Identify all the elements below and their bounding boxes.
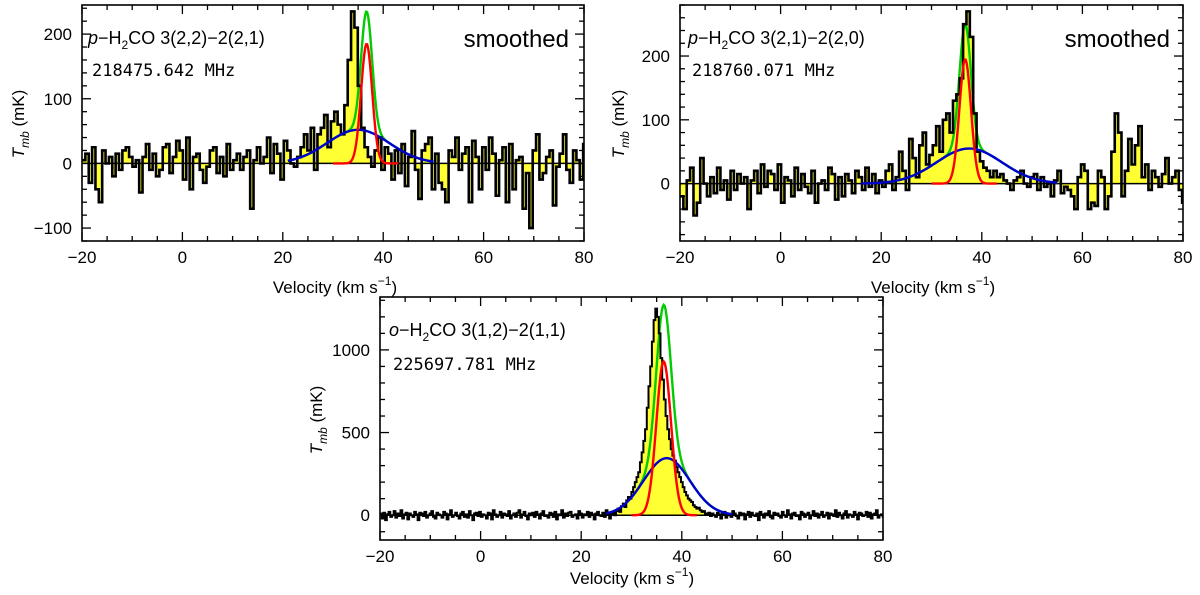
panel-3-y-tick-label: 0 [361, 506, 370, 525]
panel-3-x-tick-label: 0 [476, 547, 485, 566]
panel-3-data-area [380, 302, 883, 522]
panel-3-species-main: −H [399, 320, 423, 340]
panel-3-species-prefix: o [389, 320, 399, 340]
panel-1-species-rest: CO 3(2,2)−2(2,1) [128, 28, 265, 48]
panel-1-x-tick-label: 40 [374, 248, 393, 267]
panel-2-broad-fit [861, 147, 1058, 185]
panel-1-broad-fit [287, 128, 434, 163]
panel-2-xlabel-close: ) [989, 278, 995, 297]
panel-3-frequency: 225697.781 MHz [393, 355, 536, 375]
panel-3-y-tick-label: 1000 [332, 341, 370, 360]
panel-2-x-tick-label: 80 [1174, 248, 1193, 267]
panel-1-plot: −20 0 20 40 60 80 −100 0 100 200 [34, 4, 594, 267]
panel-1-data-area [82, 10, 584, 230]
panel-3-xlabel-sup: −1 [675, 565, 689, 579]
panel-2-x-axis-label: Velocity (km s−1) [871, 274, 995, 297]
panel-2-species-label: p−H2CO 3(2,1)−2(2,0) [687, 28, 865, 52]
panel-1-xlabel-close: ) [391, 278, 397, 297]
panel-1-species-prefix: p [87, 28, 98, 48]
panel-1-x-tick-label: −20 [68, 248, 97, 267]
panel-1-smoothed-note: smoothed [464, 26, 569, 53]
panel-3-broad-fit [606, 456, 733, 516]
svg-text:p−H2CO 3(2,1)−2(2,0): p−H2CO 3(2,1)−2(2,0) [687, 28, 865, 52]
panel-2-x-tick-label: −20 [666, 248, 695, 267]
panel-1-xlabel-main: Velocity (km s [273, 278, 378, 297]
panel-1-x-tick-label: 20 [273, 248, 292, 267]
panel-1: −20 0 20 40 60 80 −100 0 100 200 p−H2CO 3(2,2)−2(… [9, 4, 594, 297]
panel-3-species-label: o−H2CO 3(1,2)−2(1,1) [389, 320, 566, 344]
panel-3-x-axis-label: Velocity (km s−1) [570, 565, 694, 588]
panel-3-ylabel-unit: (mK) [307, 386, 326, 428]
panel-3-y-axis-label: Tmb (mK) [307, 386, 330, 455]
panel-1-frequency: 218475.642 MHz [92, 61, 235, 81]
panel-2-y-axis-label: Tmb (mK) [609, 90, 632, 159]
panel-2-smoothed-note: smoothed [1065, 26, 1170, 53]
panel-2-y-tick-label: 200 [642, 47, 670, 66]
panel-1-species-sub: 2 [122, 38, 129, 52]
panel-3-x-tick-label: 40 [672, 547, 691, 566]
panel-3-x-tick-label: 80 [874, 547, 893, 566]
panel-1-x-tick-label: 80 [575, 248, 594, 267]
panel-3-x-tick-label: 60 [773, 547, 792, 566]
panel-1-species-label: p−H2CO 3(2,2)−2(2,1) [87, 28, 265, 52]
panel-2-x-tick-label: 60 [1073, 248, 1092, 267]
panel-2-plot: −20 0 20 40 60 80 0 100 200 [642, 4, 1193, 267]
panel-1-species-main: −H [98, 28, 122, 48]
panel-3-spectrum-line [380, 307, 883, 522]
panel-1-xlabel-sup: −1 [378, 274, 392, 288]
panel-1-ylabel-unit: (mK) [9, 90, 28, 132]
panel-1-x-tick-label: 0 [178, 248, 187, 267]
panel-3-species-sub: 2 [423, 330, 430, 344]
panel-2-data-area [680, 10, 1183, 217]
panel-2-ylabel-sub: mb [618, 131, 632, 148]
svg-text:p−H2CO 3(2,2)−2(2,1): p−H2CO 3(2,2)−2(2,1) [87, 28, 265, 52]
panel-2-narrow-fit [931, 58, 997, 185]
panel-3-x-tick-label: 20 [572, 547, 591, 566]
panel-1-y-tick-label: 0 [63, 154, 72, 173]
panel-2-species-sub: 2 [722, 38, 729, 52]
panel-2-frequency: 218760.071 MHz [692, 61, 835, 81]
panel-2-species-main: −H [698, 28, 722, 48]
panel-2-spectrum-line [680, 10, 1183, 217]
panel-3-narrow-fit [631, 359, 697, 517]
panel-2-ylabel-unit: (mK) [609, 90, 628, 132]
panel-3-xlabel-main: Velocity (km s [570, 569, 675, 588]
panel-2-y-tick-label: 100 [642, 111, 670, 130]
panel-1-ylabel-sub: mb [18, 131, 32, 148]
panel-1-y-axis-label: Tmb (mK) [9, 90, 32, 159]
panel-1-x-tick-label: 60 [474, 248, 493, 267]
panel-1-spectrum-line [82, 10, 584, 230]
panel-2-xlabel-main: Velocity (km s [871, 278, 976, 297]
panel-2-x-tick-label: 40 [972, 248, 991, 267]
panel-2-y-tick-label: 0 [661, 175, 670, 194]
panel-1-y-tick-label: 200 [44, 25, 72, 44]
panel-1-narrow-fit [333, 43, 399, 165]
panel-2-species-rest: CO 3(2,1)−2(2,0) [728, 28, 865, 48]
panel-2-x-tick-label: 0 [776, 248, 785, 267]
panel-1-y-tick-label: −100 [34, 219, 72, 238]
panel-2: −20 0 20 40 60 80 0 100 200 p−H2CO 3(2,1)−2(2,0)… [609, 4, 1193, 297]
panel-1-x-axis-label: Velocity (km s−1) [273, 274, 397, 297]
panel-3: −20 0 20 40 60 80 0 500 1000 o−H2CO 3(1,2)−2(1,1… [307, 296, 893, 588]
panel-3-plot: −20 0 20 40 60 80 0 500 1000 [332, 296, 893, 566]
panel-3-xlabel-close: ) [688, 569, 694, 588]
panel-3-ylabel-main: T [307, 442, 326, 454]
panel-3-ylabel-sub: mb [316, 427, 330, 444]
panel-2-ylabel-main: T [609, 146, 628, 158]
panel-1-ylabel-main: T [9, 146, 28, 158]
panel-3-species-rest: CO 3(1,2)−2(1,1) [429, 320, 566, 340]
panel-2-species-prefix: p [687, 28, 698, 48]
panel-2-xlabel-sup: −1 [976, 274, 990, 288]
panel-1-y-tick-label: 100 [44, 90, 72, 109]
panel-2-x-tick-label: 20 [872, 248, 891, 267]
panel-3-y-tick-label: 500 [342, 424, 370, 443]
svg-text:o−H2CO 3(1,2)−2(1,1): o−H2CO 3(1,2)−2(1,1) [389, 320, 566, 344]
panel-3-x-tick-label: −20 [366, 547, 395, 566]
